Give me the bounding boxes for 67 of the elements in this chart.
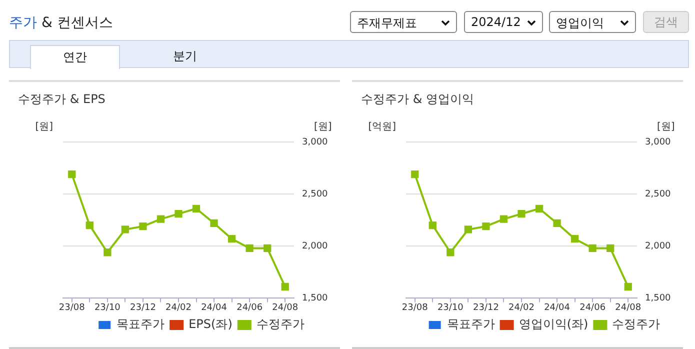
point	[588, 244, 596, 252]
y-axis-title: [억원]	[368, 122, 396, 133]
point	[174, 210, 182, 218]
text: 분기	[172, 48, 198, 65]
text: 2024/12	[464, 11, 543, 33]
y2-tick-label: 1,500	[645, 294, 672, 304]
text: 영업이익	[549, 11, 636, 33]
legend-label: 수정주가	[256, 317, 304, 332]
x-tick-label: 24/08	[272, 302, 298, 313]
point	[228, 235, 236, 243]
point	[446, 248, 454, 256]
y2-tick-label: 3,000	[645, 137, 672, 148]
point	[464, 226, 472, 234]
x-tick-label: 23/12	[472, 302, 499, 313]
point	[428, 221, 436, 230]
point	[192, 204, 200, 212]
legend-label: 목표주가	[446, 317, 495, 332]
point	[139, 222, 147, 230]
point	[121, 226, 130, 234]
point	[624, 282, 632, 291]
x-tick-label: 24/06	[236, 302, 263, 313]
legend-label: 목표주가	[116, 317, 165, 332]
y2-tick-label: 2,000	[645, 241, 672, 252]
y2-axis-title: [원]	[314, 122, 332, 133]
y2-tick-label: 2,000	[302, 241, 328, 252]
point	[482, 222, 490, 230]
x-tick-label: 23/10	[437, 302, 464, 313]
text: 검색	[643, 11, 689, 33]
chart-title: 수정주가 & EPS	[18, 91, 106, 108]
y2-tick-label: 2,500	[645, 189, 672, 200]
point	[264, 244, 272, 252]
legend-label: 영업이익(좌)	[518, 317, 588, 332]
x-tick-label: 23/12	[130, 302, 156, 313]
text: 연간	[30, 45, 120, 69]
x-tick-label: 24/02	[508, 302, 534, 313]
point	[246, 244, 254, 252]
y2-tick-label: 3,000	[302, 137, 328, 148]
point	[281, 282, 289, 291]
point	[535, 204, 544, 212]
point	[156, 215, 165, 223]
point	[606, 244, 614, 252]
x-tick-label: 24/04	[201, 302, 228, 313]
point	[86, 221, 94, 230]
point	[210, 219, 218, 228]
y2-tick-label: 1,500	[302, 294, 328, 304]
point	[570, 235, 579, 243]
legend-label: 수정주가	[612, 317, 660, 332]
point	[68, 170, 76, 178]
point	[553, 219, 561, 228]
text: 주가 & 컨센서스	[9, 14, 113, 32]
x-tick-label: 23/08	[58, 302, 86, 313]
x-tick-label: 24/08	[615, 302, 642, 313]
point	[411, 170, 419, 178]
legend-label: EPS(좌)	[188, 317, 232, 332]
y2-tick-label: 2,500	[302, 189, 328, 200]
text: 주재무제표	[350, 11, 457, 33]
x-tick-label: 24/04	[544, 302, 570, 313]
x-tick-label: 23/10	[94, 302, 121, 313]
y2-axis-title: [원]	[657, 122, 675, 133]
point	[518, 210, 526, 218]
x-tick-label: 24/02	[166, 302, 192, 313]
x-tick-label: 24/06	[580, 302, 606, 313]
x-tick-label: 23/08	[402, 302, 428, 313]
point	[500, 215, 508, 223]
point	[104, 248, 112, 256]
y-axis-title: [원]	[35, 122, 54, 133]
chart-title: 수정주가 & 영업이익	[361, 91, 474, 108]
